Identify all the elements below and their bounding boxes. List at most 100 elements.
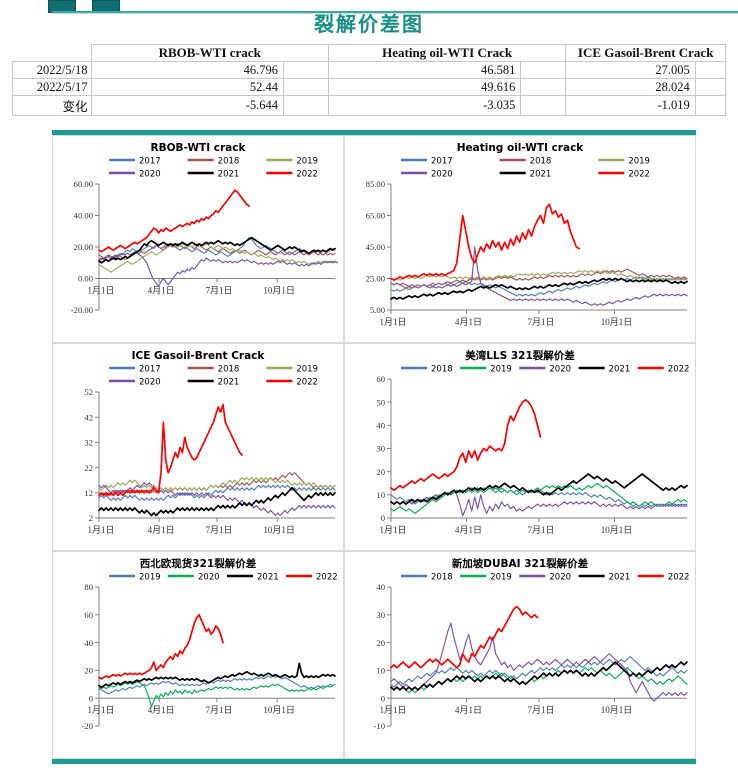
- chart-svg-usgc-lls-321: 美湾LLS 321裂解价差 2018 2019 2020 2021 2022 60 50 40 3…: [376, 349, 690, 535]
- y-tick-label: -20: [82, 721, 93, 731]
- chart-cell-ice-gasoil-brent-crack: ICE Gasoil-Brent Crack 2017 2018 2019 2020 20…: [52, 343, 344, 551]
- chart-cell-heating-oil-wti-crack: Heating oil-WTI crack 2017 2018 2019 2020 202…: [344, 135, 696, 343]
- legend-label-2019: 2019: [139, 572, 161, 582]
- legend-label-2022: 2022: [316, 572, 338, 582]
- x-tick-label: 10月1日: [263, 525, 295, 535]
- y-tick-label: 40: [376, 582, 385, 592]
- x-tick-label: 7月1日: [205, 525, 232, 535]
- chart-series-2018: [390, 268, 688, 289]
- chart-cell-singapore-dubai-321: 新加坡DUBAI 321裂解价差 2018 2019 2020 2021 2022 40 30…: [344, 551, 696, 759]
- table-header-rbob-wti: RBOB-WTI crack: [90, 44, 329, 62]
- y-tick-label: 60: [376, 374, 385, 384]
- table-cell-spacer: [520, 78, 567, 96]
- legend-label-2020: 2020: [198, 572, 220, 582]
- table-row-label: 2022/5/17: [12, 78, 92, 96]
- header-rule-light: [52, 13, 738, 14]
- x-tick-label: 4月1日: [148, 525, 175, 535]
- chart-series-2022: [98, 189, 251, 253]
- y-tick-label: 5.00: [370, 305, 385, 315]
- chart-series-2022: [390, 203, 581, 281]
- chart-svg-ice-gasoil-brent-crack: ICE Gasoil-Brent Crack 2017 2018 2019 2020 20…: [84, 350, 336, 535]
- y-tick-label: 60: [84, 610, 93, 620]
- legend-label-2022: 2022: [668, 572, 690, 582]
- chart-series-2021: [390, 277, 688, 300]
- chart-series-2019: [98, 477, 336, 491]
- y-tick-label: 0: [89, 693, 93, 703]
- chart-series-2021: [98, 662, 336, 688]
- table-cell-spacer: [282, 61, 329, 79]
- chart-title: 美湾LLS 321裂解价差: [465, 349, 575, 362]
- chart-series-2022: [390, 605, 539, 669]
- x-tick-label: 7月1日: [205, 705, 232, 715]
- table-row-label: 2022/5/18: [12, 61, 92, 79]
- page-title: 裂解价差图: [314, 12, 424, 36]
- legend-label-2020: 2020: [549, 572, 571, 582]
- legend-label-2017: 2017: [139, 156, 161, 166]
- x-tick-label: 7月1日: [527, 705, 554, 715]
- x-tick-label: 1月1日: [379, 317, 406, 327]
- table-row: 2022/5/17 52.44 49.616 28.024: [12, 78, 727, 96]
- y-tick-label: 42: [84, 412, 93, 422]
- x-tick-label: 1月1日: [379, 525, 406, 535]
- y-tick-label: 20.00: [74, 242, 93, 252]
- chart-svg-heating-oil-wti-crack: Heating oil-WTI crack 2017 2018 2019 2020 202…: [366, 142, 688, 327]
- table-header-ice-gasoil-brent: ICE Gasoil-Brent Crack: [565, 44, 726, 62]
- legend-label-2019: 2019: [490, 572, 512, 582]
- x-tick-label: 10月1日: [263, 286, 295, 296]
- legend-label-2022: 2022: [668, 364, 690, 374]
- chart-series-2021: [390, 661, 688, 691]
- table-row: 2022/5/18 46.796 46.581 27.005: [12, 61, 727, 79]
- chart-svg-rbob-wti-crack: RBOB-WTI crack 2017 2018 2019 2020 2021 2022 60…: [71, 142, 338, 315]
- y-tick-label: 10: [376, 666, 385, 676]
- x-tick-label: 1月1日: [87, 705, 114, 715]
- y-tick-label: 12: [84, 488, 93, 498]
- x-tick-label: 10月1日: [601, 525, 633, 535]
- y-tick-label: 85.00: [366, 179, 385, 189]
- table-cell-value: 46.796: [90, 61, 284, 79]
- chart-series-2020: [98, 482, 336, 517]
- chart-series-2022: [98, 613, 224, 680]
- table-cell-value: 46.581: [327, 61, 522, 79]
- x-tick-label: 4月1日: [148, 286, 175, 296]
- legend-label-2019: 2019: [296, 156, 318, 166]
- table-cell-spacer: [520, 61, 567, 79]
- table-cell-value: 49.616: [327, 78, 522, 96]
- y-tick-label: 0: [381, 513, 385, 523]
- table-header-heating-oil-wti: Heating oil-WTI Crack: [327, 44, 567, 62]
- chart-series-2020: [98, 680, 334, 708]
- chart-title: Heating oil-WTI crack: [457, 142, 585, 154]
- table-cell-value: -3.035: [327, 95, 522, 116]
- y-tick-label: 60.00: [74, 179, 93, 189]
- table-cell-value: 28.024: [565, 78, 696, 96]
- y-tick-label: 40: [84, 638, 93, 648]
- table-cell-value: -1.019: [565, 95, 696, 116]
- table-row: 变化 -5.644 -3.035 -1.019: [12, 95, 727, 116]
- legend-label-2018: 2018: [530, 156, 552, 166]
- chart-series-2020: [390, 622, 688, 702]
- y-tick-label: 10: [376, 490, 385, 500]
- y-tick-label: 0: [381, 693, 385, 703]
- legend-label-2020: 2020: [139, 377, 161, 387]
- y-tick-label: 20: [376, 638, 385, 648]
- table-cell-spacer: [694, 95, 727, 116]
- legend-label-2019: 2019: [628, 156, 650, 166]
- table-cell-value: 27.005: [565, 61, 696, 79]
- legend-label-2019: 2019: [296, 364, 318, 374]
- chart-title: 西北欧现货321裂解价差: [140, 557, 257, 570]
- table-body: 2022/5/18 46.796 46.581 27.005 2022/5/17 5…: [12, 61, 727, 116]
- y-tick-label: 30: [376, 444, 385, 454]
- chart-svg-singapore-dubai-321: 新加坡DUBAI 321裂解价差 2018 2019 2020 2021 2022 40 30…: [374, 557, 690, 731]
- y-tick-label: 20: [84, 666, 93, 676]
- table-cell-spacer: [694, 78, 727, 96]
- chart-series-2019: [98, 243, 336, 273]
- chart-series-2022: [390, 399, 542, 492]
- table-header-row: RBOB-WTI crack Heating oil-WTI Crack ICE…: [12, 44, 726, 62]
- chart-series-2020: [390, 489, 688, 517]
- chart-series-2019: [98, 675, 336, 695]
- charts-top-accent-bar: [52, 130, 696, 135]
- x-tick-label: 10月1日: [601, 705, 633, 715]
- legend-label-2022: 2022: [296, 377, 318, 387]
- chart-cell-nwe-spot-321: 西北欧现货321裂解价差 2019 2020 2021 2022 80 60 40 20 0 -20…: [52, 551, 344, 759]
- x-tick-label: 1月1日: [87, 525, 114, 535]
- y-tick-label: 30: [376, 610, 385, 620]
